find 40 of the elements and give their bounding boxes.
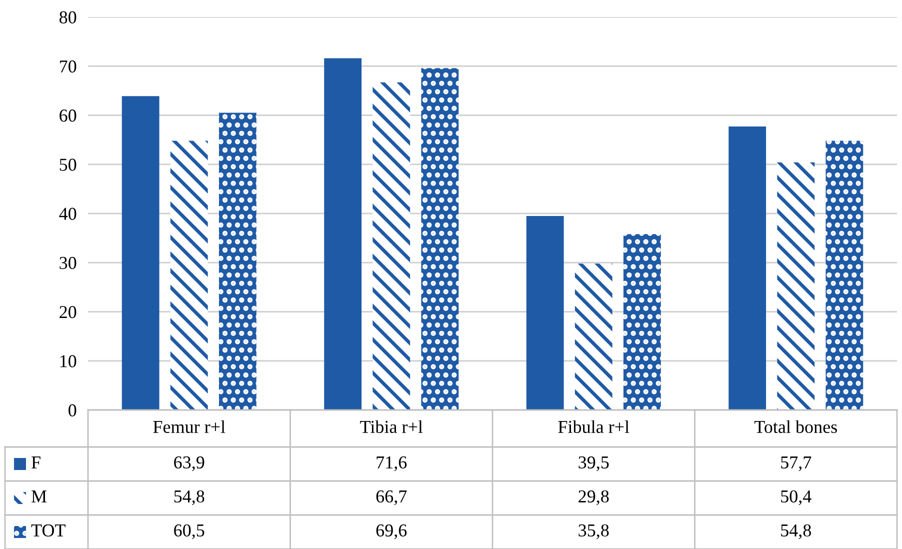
bar bbox=[421, 68, 459, 410]
bar bbox=[574, 264, 612, 410]
y-tick-label: 50 bbox=[60, 158, 76, 171]
x-tick-label: Total bones bbox=[754, 420, 837, 434]
legend-label: TOT bbox=[31, 524, 66, 537]
y-tick-label: 40 bbox=[59, 208, 76, 220]
bar bbox=[826, 140, 864, 410]
y-tick-label: 30 bbox=[60, 256, 76, 270]
y-tick-label: 10 bbox=[60, 355, 76, 368]
bar bbox=[728, 126, 766, 410]
x-tick-label: Femur r+l bbox=[153, 420, 226, 434]
data-label: 63,9 bbox=[174, 456, 204, 472]
data-label: 29,8 bbox=[578, 490, 609, 506]
bar bbox=[324, 58, 362, 410]
legend-label: F bbox=[32, 456, 40, 468]
bar bbox=[170, 140, 208, 410]
data-label: 60,5 bbox=[174, 524, 204, 540]
bar bbox=[526, 216, 564, 410]
bar bbox=[623, 234, 661, 410]
legend-label: M bbox=[32, 490, 47, 502]
bar bbox=[218, 112, 256, 410]
data-label: 71,6 bbox=[376, 456, 407, 472]
bar bbox=[372, 82, 410, 410]
y-tick-label: 70 bbox=[60, 60, 76, 73]
data-label: 50,4 bbox=[781, 490, 812, 506]
x-tick-label: Fibula r+l bbox=[558, 420, 630, 434]
data-label: 69,6 bbox=[376, 524, 407, 540]
bar bbox=[777, 162, 815, 410]
x-tick-label: Tibia r+l bbox=[360, 420, 423, 434]
data-label: 39,5 bbox=[578, 456, 609, 472]
y-tick-label: 80 bbox=[60, 11, 76, 24]
data-label: 54,8 bbox=[781, 524, 811, 540]
data-label: 54,8 bbox=[174, 490, 204, 506]
y-tick-label: 60 bbox=[60, 110, 76, 122]
data-label: 57,7 bbox=[781, 456, 812, 472]
data-label: 35,8 bbox=[578, 524, 609, 540]
y-tick-label: 20 bbox=[60, 306, 76, 318]
data-label: 66,7 bbox=[376, 490, 407, 506]
y-tick-label: 0 bbox=[68, 404, 76, 416]
bar bbox=[122, 96, 160, 410]
